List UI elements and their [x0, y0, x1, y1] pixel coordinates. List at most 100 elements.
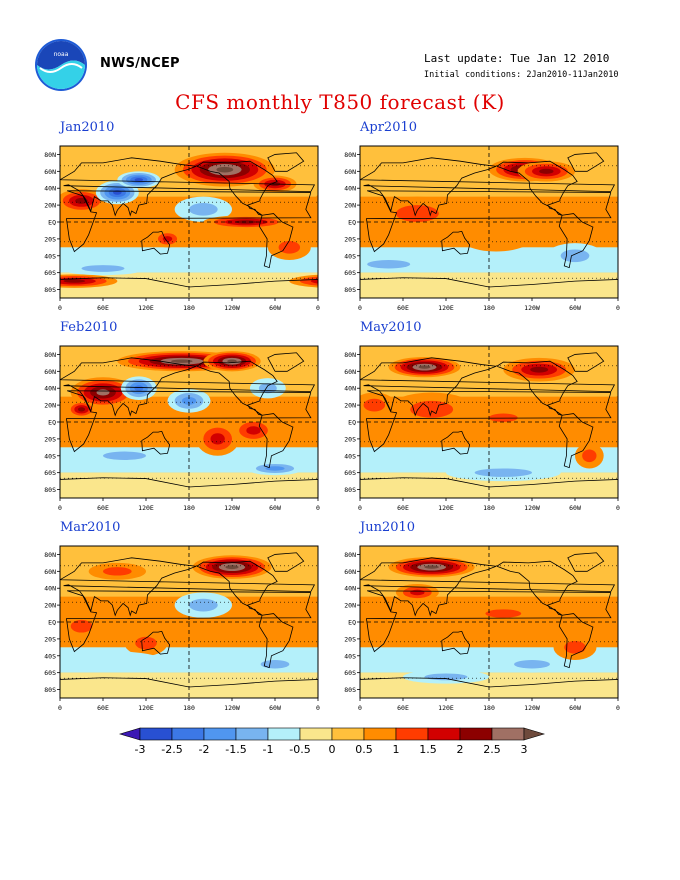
colorbar-swatch	[171, 727, 205, 741]
map-panel-feb: Feb2010 80N 60N 40N 20N EQ 20S 40S 60S 80S 0 60E 12…	[32, 320, 322, 512]
colorbar-level-label: 1.5	[419, 743, 437, 756]
lon-tick-label: 0	[58, 704, 62, 712]
lat-tick-label: 20S	[344, 435, 356, 443]
colorbar-swatch	[299, 727, 333, 741]
temperature-map-mar: 80N 60N 40N 20N EQ 20S 40S 60S 80S 0 60E 120E 180 120…	[44, 545, 320, 712]
lon-tick-label: 120E	[138, 504, 154, 512]
lat-tick-label: 60S	[344, 469, 356, 477]
colorbar-level-label: -0.5	[289, 743, 310, 756]
lat-tick-label: 40N	[344, 585, 356, 593]
colorbar-swatch	[427, 727, 461, 741]
map-panel-jun: Jun2010 80N 60N 40N 20N EQ 20S 40S 60S 80S 0 60E 12…	[332, 520, 622, 712]
lat-tick-label: EQ	[48, 219, 56, 227]
lat-tick-label: 80N	[44, 351, 56, 359]
lat-tick-label: 20N	[344, 602, 356, 610]
lat-tick-label: 60N	[344, 168, 356, 176]
lat-tick-label: 60S	[44, 469, 56, 477]
lon-tick-label: 0	[616, 704, 620, 712]
lon-tick-label: 60E	[397, 304, 409, 312]
colorbar-swatch	[491, 727, 525, 741]
lat-tick-label: EQ	[348, 419, 356, 427]
lat-tick-label: EQ	[348, 219, 356, 227]
colorbar-level-label: 3	[521, 743, 528, 756]
map-panel-apr: Apr2010 80N 60N 40N 20N EQ 20S 40S 60S 80S 0 60E 12…	[332, 120, 622, 312]
colorbar-swatch	[523, 727, 546, 741]
map-panel-jan: Jan2010 80N 60N 40N 20N EQ 20S 40S 60S 80S 0 60E 12…	[32, 120, 322, 312]
lat-tick-label: EQ	[48, 619, 56, 627]
colorbar-swatch	[331, 727, 365, 741]
lon-tick-label: 0	[358, 504, 362, 512]
lat-tick-label: 40N	[44, 385, 56, 393]
colorbar-legend: -3 -2.5 -2 -1.5 -1 -0.5 0 0.5 1 1.5 2 2.5 3	[118, 727, 546, 756]
lon-tick-label: 120E	[438, 704, 454, 712]
colorbar-level-label: 0.5	[355, 743, 373, 756]
lon-tick-label: 120W	[524, 704, 540, 712]
lat-tick-label: 60S	[344, 669, 356, 677]
panel-title: Jun2010	[360, 520, 416, 535]
colorbar-swatch	[267, 727, 301, 741]
lon-tick-label: 180	[183, 704, 195, 712]
lon-tick-label: 60W	[569, 304, 581, 312]
colorbar-level-label: 2.5	[483, 743, 501, 756]
lat-tick-label: EQ	[48, 419, 56, 427]
lon-tick-label: 0	[316, 704, 320, 712]
lon-tick-label: 60W	[569, 704, 581, 712]
lon-tick-label: 120E	[138, 304, 154, 312]
org-label: NWS/NCEP	[100, 56, 180, 71]
lon-tick-label: 180	[183, 504, 195, 512]
lat-tick-label: 80N	[344, 151, 356, 159]
lat-tick-label: 60N	[44, 568, 56, 576]
lat-tick-label: 40N	[44, 585, 56, 593]
lat-tick-label: 80S	[344, 486, 356, 494]
lon-tick-label: 120W	[224, 304, 240, 312]
lat-tick-label: 40S	[344, 452, 356, 460]
lat-tick-label: 40N	[44, 185, 56, 193]
lat-tick-label: 20S	[344, 235, 356, 243]
lat-tick-label: 60S	[44, 669, 56, 677]
lat-tick-label: 20S	[44, 235, 56, 243]
lat-tick-label: EQ	[348, 619, 356, 627]
lon-tick-label: 0	[616, 304, 620, 312]
lat-tick-label: 80S	[344, 686, 356, 694]
lon-tick-label: 60W	[269, 704, 281, 712]
temperature-map-jun: 80N 60N 40N 20N EQ 20S 40S 60S 80S 0 60E 120E 180 120…	[344, 545, 620, 712]
lat-tick-label: 60N	[344, 368, 356, 376]
lon-tick-label: 120W	[224, 504, 240, 512]
lat-tick-label: 80S	[44, 486, 56, 494]
panel-title: May2010	[360, 320, 422, 335]
lon-tick-label: 0	[316, 504, 320, 512]
lat-tick-label: 20N	[44, 202, 56, 210]
lat-tick-label: 20S	[344, 635, 356, 643]
lon-tick-label: 0	[616, 504, 620, 512]
map-panel-mar: Mar2010 80N 60N 40N 20N EQ 20S 40S 60S 80S 0 60E 12…	[32, 520, 322, 712]
map-panel-may: May2010 80N 60N 40N 20N EQ 20S 40S 60S 80S 0 60E 12…	[332, 320, 622, 512]
lon-tick-label: 180	[483, 504, 495, 512]
colorbar-level-label: -2	[199, 743, 210, 756]
lat-tick-label: 80N	[44, 151, 56, 159]
panel-title: Mar2010	[60, 520, 121, 535]
lat-tick-label: 40S	[344, 652, 356, 660]
temperature-map-feb: 80N 60N 40N 20N EQ 20S 40S 60S 80S 0 60E 120E 180 120…	[44, 345, 320, 512]
lat-tick-label: 60N	[44, 368, 56, 376]
temperature-map-jan: 80N 60N 40N 20N EQ 20S 40S 60S 80S 0 60E 120E 180 120…	[44, 145, 320, 312]
temperature-map-may: 80N 60N 40N 20N EQ 20S 40S 60S 80S 0 60E 120E 180 120…	[344, 345, 620, 512]
lon-tick-label: 180	[483, 704, 495, 712]
lat-tick-label: 80S	[44, 286, 56, 294]
lon-tick-label: 120W	[524, 504, 540, 512]
lat-tick-label: 80N	[44, 551, 56, 559]
page-title: CFS monthly T850 forecast (K)	[175, 90, 505, 114]
lon-tick-label: 0	[358, 704, 362, 712]
lat-tick-label: 40N	[344, 385, 356, 393]
lat-tick-label: 20S	[44, 435, 56, 443]
lat-tick-label: 60S	[344, 269, 356, 277]
lon-tick-label: 120E	[438, 504, 454, 512]
lon-tick-label: 0	[58, 504, 62, 512]
lon-tick-label: 0	[358, 304, 362, 312]
lat-tick-label: 20N	[44, 402, 56, 410]
colorbar-level-label: 2	[457, 743, 464, 756]
lon-tick-label: 120E	[138, 704, 154, 712]
lon-tick-label: 60W	[269, 504, 281, 512]
panel-title: Feb2010	[60, 320, 118, 335]
lat-tick-label: 40S	[44, 652, 56, 660]
colorbar-level-label: 1	[393, 743, 400, 756]
